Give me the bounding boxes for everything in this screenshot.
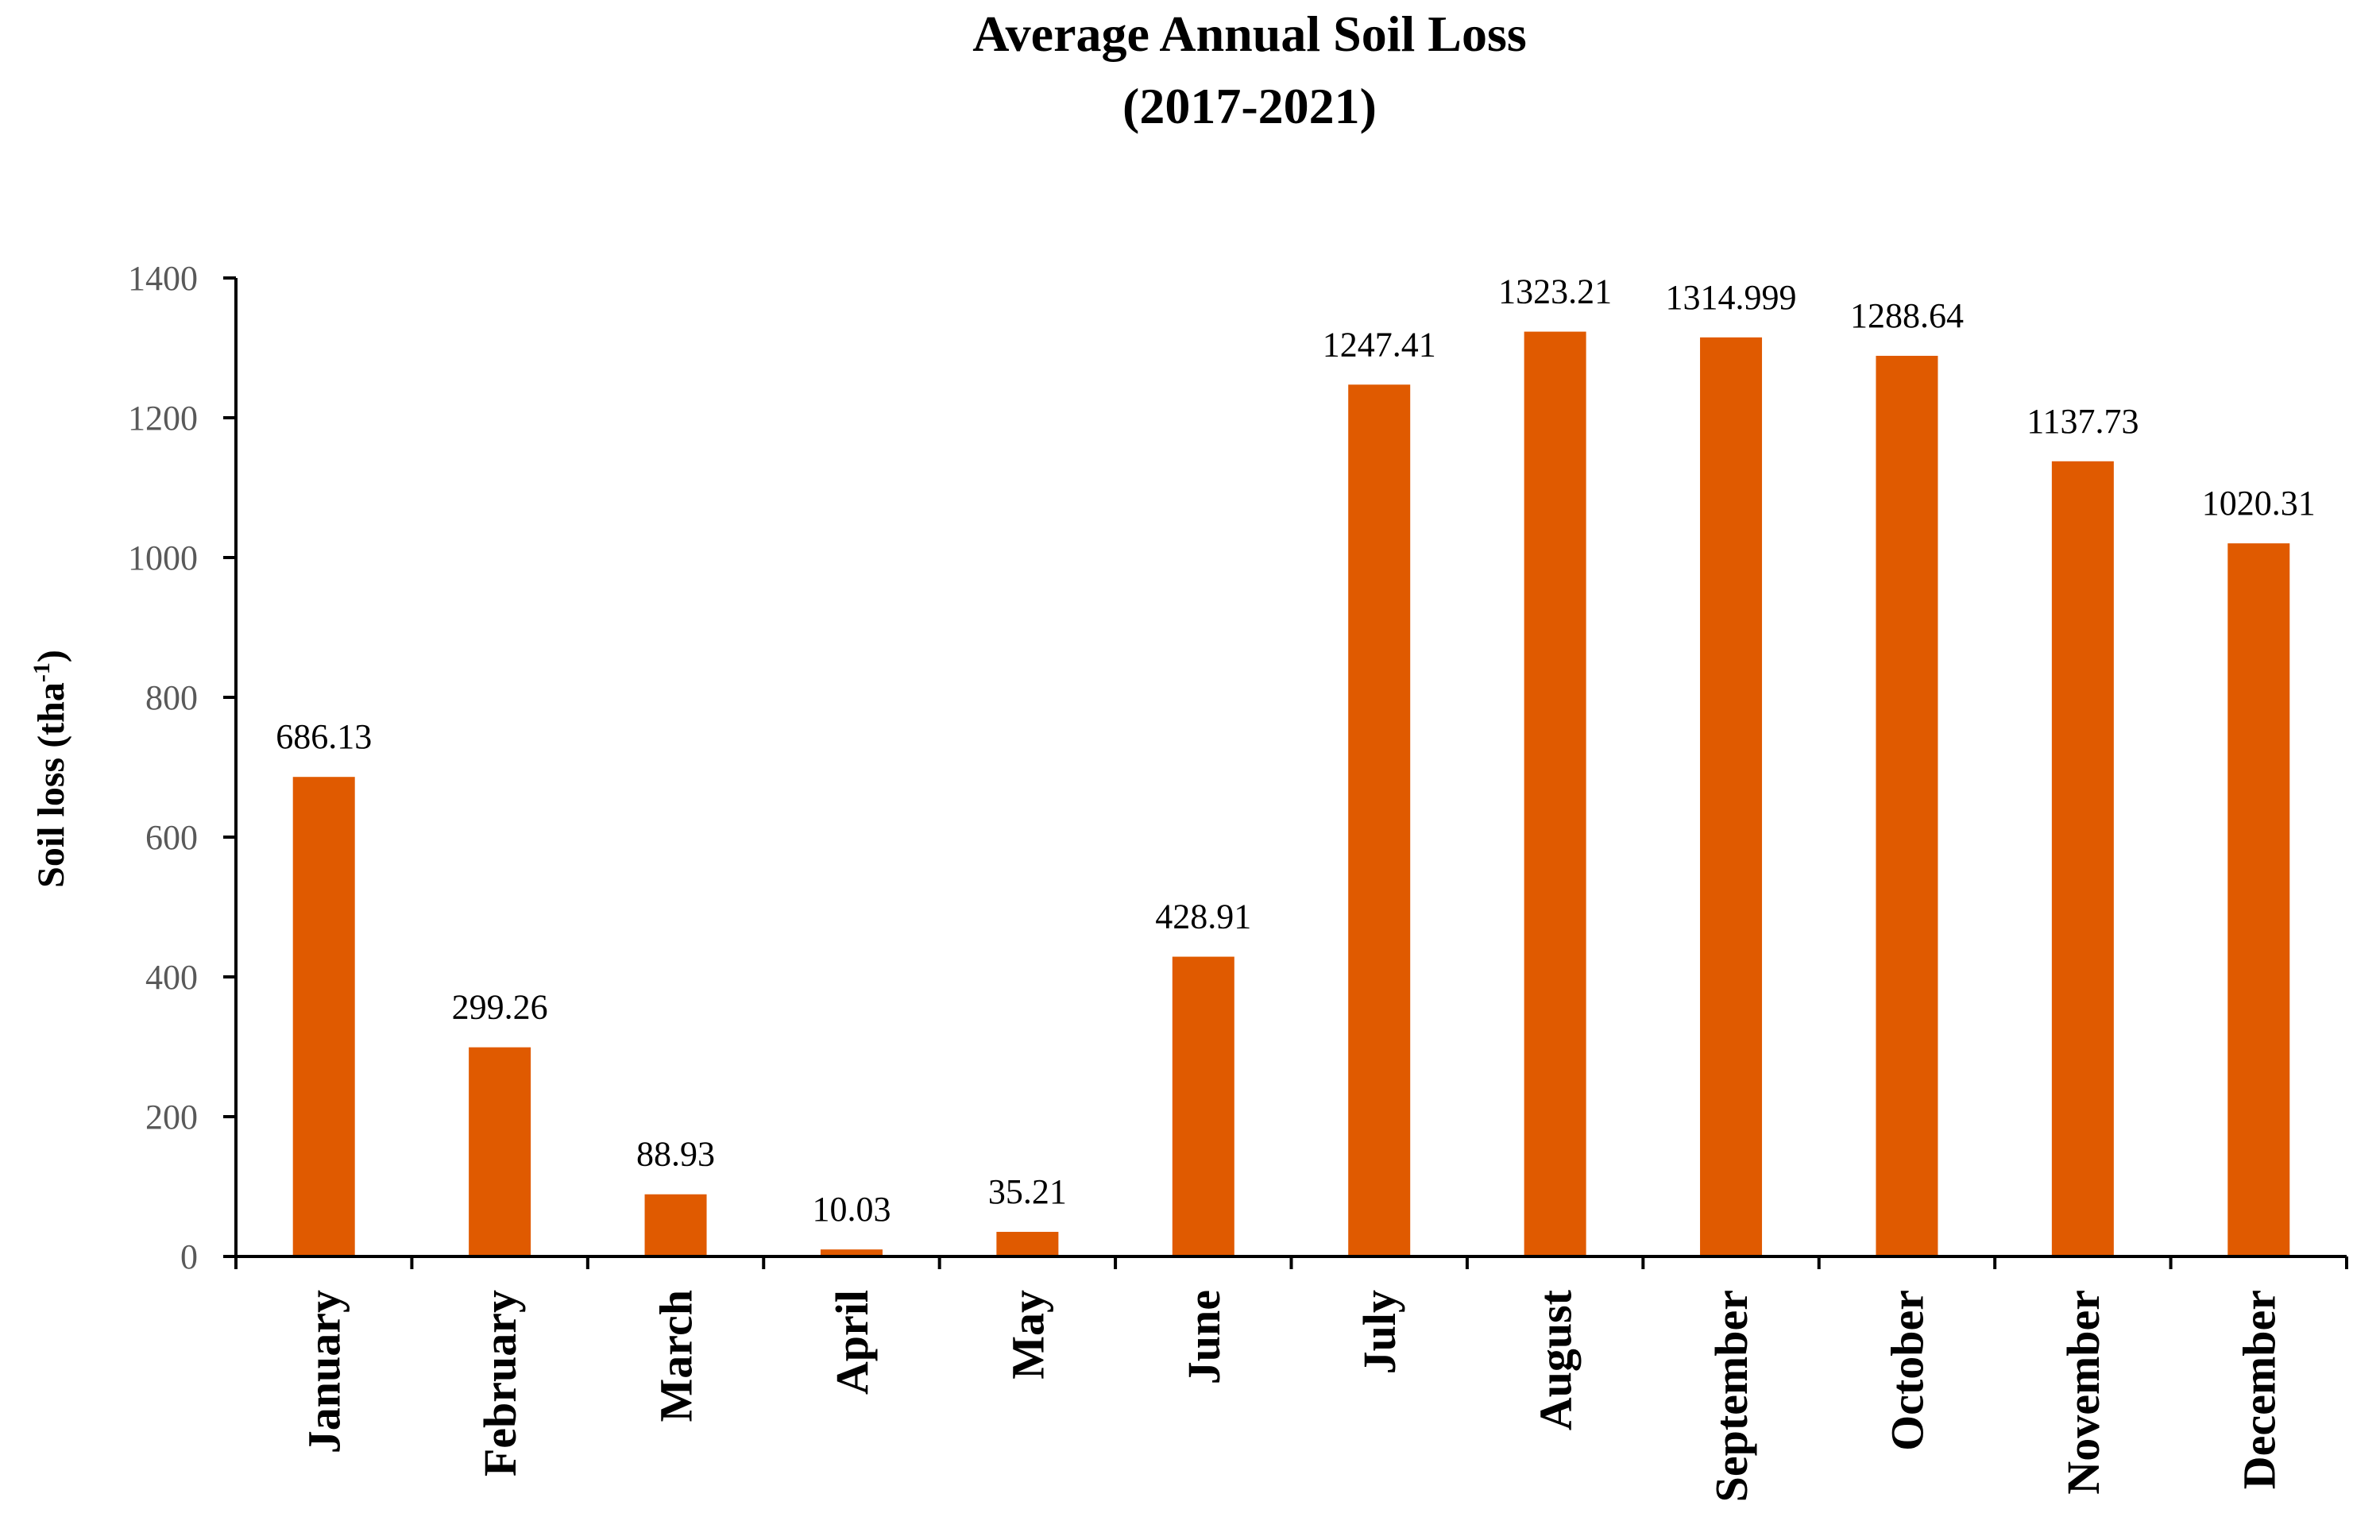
- bar-april: [820, 1249, 883, 1256]
- data-label-august: 1323.21: [1498, 272, 1612, 311]
- data-label-october: 1288.64: [1850, 296, 1964, 335]
- data-label-march: 88.93: [636, 1135, 715, 1174]
- x-tick-label-november: November: [2057, 1290, 2109, 1495]
- y-tick-label: 400: [145, 958, 198, 997]
- y-axis-ticks: 0 200 400 600 800 1000 1200 1400: [128, 259, 236, 1276]
- data-label-may: 35.21: [988, 1172, 1067, 1211]
- x-tick-label-january: January: [299, 1290, 350, 1453]
- data-label-february: 299.26: [452, 988, 548, 1027]
- bar-june: [1172, 956, 1234, 1256]
- y-tick-label: 1400: [128, 259, 198, 298]
- bar-series: [292, 331, 2290, 1257]
- y-tick-label: 600: [145, 818, 198, 857]
- y-tick-label: 200: [145, 1098, 198, 1137]
- data-label-july: 1247.41: [1323, 325, 1436, 364]
- bar-may: [996, 1232, 1059, 1256]
- bar-december: [2227, 543, 2290, 1256]
- y-tick-label: 1000: [128, 538, 198, 577]
- data-label-january: 686.13: [276, 717, 372, 756]
- x-axis-ticks: [234, 1256, 2348, 1269]
- y-axis-title-close: ): [30, 650, 72, 662]
- y-axis-title-superscript: -1: [29, 662, 55, 682]
- data-label-june: 428.91: [1155, 897, 1251, 936]
- data-label-april: 10.03: [812, 1190, 891, 1229]
- y-tick-label: 800: [145, 678, 198, 717]
- data-label-november: 1137.73: [2026, 402, 2139, 441]
- bar-october: [1876, 355, 1938, 1256]
- data-labels: 686.13 299.26 88.93 10.03 35.21 428.91 1247.41…: [276, 272, 2316, 1229]
- bar-august: [1524, 331, 1586, 1256]
- x-tick-label-may: May: [1002, 1290, 1053, 1380]
- x-tick-label-april: April: [826, 1290, 878, 1395]
- x-tick-label-september: September: [1706, 1290, 1757, 1502]
- x-tick-label-august: August: [1530, 1289, 1582, 1430]
- x-tick-label-february: February: [474, 1290, 526, 1476]
- chart-title-group: Average Annual Soil Loss (2017-2021): [972, 6, 1527, 134]
- data-label-december: 1020.31: [2202, 484, 2316, 523]
- y-axis-title: Soil loss (tha-1): [29, 650, 72, 888]
- x-tick-label-july: July: [1354, 1290, 1405, 1374]
- chart-title: Average Annual Soil Loss: [972, 6, 1527, 62]
- data-label-september: 1314.999: [1666, 278, 1797, 317]
- chart-subtitle: (2017-2021): [1122, 78, 1377, 134]
- bar-november: [2051, 461, 2114, 1256]
- bar-march: [644, 1194, 707, 1256]
- bar-september: [1700, 337, 1763, 1256]
- x-tick-label-october: October: [1881, 1290, 1933, 1451]
- x-axis-labels: January February March April May June July Augu…: [299, 1289, 2285, 1502]
- bar-january: [292, 777, 355, 1256]
- x-tick-label-december: December: [2233, 1290, 2285, 1489]
- x-tick-label-june: June: [1178, 1290, 1230, 1384]
- bar-july: [1348, 384, 1411, 1257]
- y-tick-label: 0: [180, 1237, 198, 1276]
- y-tick-label: 1200: [128, 399, 198, 438]
- x-tick-label-march: March: [651, 1290, 702, 1422]
- bar-february: [469, 1047, 531, 1256]
- y-axis-title-main: Soil loss (tha: [30, 682, 72, 888]
